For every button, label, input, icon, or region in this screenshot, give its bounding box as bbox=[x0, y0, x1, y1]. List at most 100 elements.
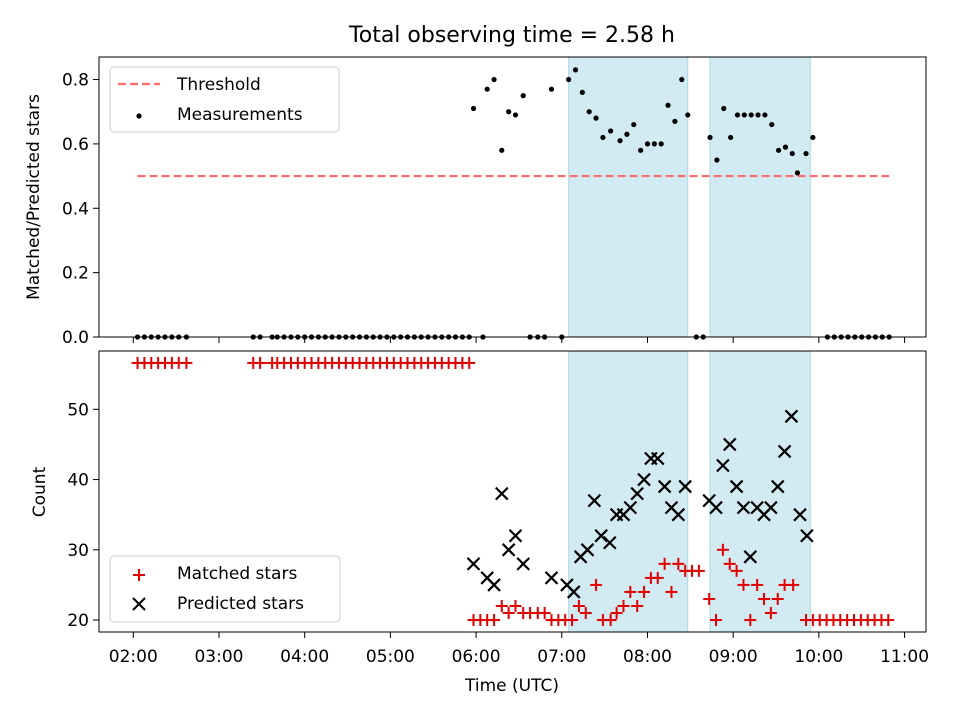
x-axis-label: Time (UTC) bbox=[464, 676, 559, 696]
matched-star-marker bbox=[710, 614, 723, 627]
top-y-axis-label: Matched/Predicted stars bbox=[24, 94, 44, 300]
bottom-y-tick-label: 50 bbox=[67, 400, 89, 420]
matched-star-marker bbox=[744, 614, 757, 627]
measurement-point bbox=[593, 115, 599, 121]
legend-threshold-label: Threshold bbox=[176, 75, 261, 95]
matched-star-marker bbox=[672, 557, 685, 570]
matched-star-marker bbox=[716, 543, 729, 556]
bottom-legend-frame bbox=[109, 555, 341, 623]
matched-star-marker bbox=[658, 557, 671, 570]
predicted-star-marker bbox=[508, 528, 523, 543]
top-shaded-span bbox=[568, 56, 689, 338]
measurement-point bbox=[548, 86, 555, 92]
matched-star-marker bbox=[764, 607, 777, 620]
matched-star-marker bbox=[737, 578, 750, 591]
measurement-point bbox=[658, 141, 664, 147]
predicted-star-marker bbox=[709, 500, 723, 515]
top-panel: 0.00.20.40.60.8 Matched/Predicted stars … bbox=[24, 56, 927, 348]
chart-title: Total observing time = 2.58 h bbox=[348, 23, 675, 48]
predicted-star-marker bbox=[770, 479, 785, 494]
matched-star-marker bbox=[566, 614, 579, 627]
top-shaded-span bbox=[709, 56, 811, 338]
measurement-point bbox=[775, 147, 782, 153]
measurement-point bbox=[741, 112, 747, 118]
matched-star-marker bbox=[254, 356, 267, 369]
measurement-point bbox=[470, 105, 477, 112]
measurement-point bbox=[679, 76, 685, 83]
predicted-star-marker bbox=[495, 486, 509, 501]
measurement-point bbox=[789, 150, 795, 157]
measurement-point bbox=[520, 93, 526, 99]
predicted-star-marker bbox=[602, 536, 617, 550]
x-tick-label: 09:00 bbox=[709, 647, 758, 667]
predicted-star-marker bbox=[630, 486, 644, 501]
predicted-star-marker bbox=[580, 543, 595, 557]
matched-stars-series bbox=[131, 356, 895, 627]
matched-star-marker bbox=[723, 557, 736, 570]
measurement-point bbox=[769, 121, 775, 128]
x-tick-label: 03:00 bbox=[194, 647, 243, 667]
matched-star-marker bbox=[579, 607, 592, 620]
legend-measurements-swatch bbox=[136, 113, 142, 119]
measurement-point bbox=[672, 118, 678, 124]
matched-star-marker bbox=[617, 600, 630, 613]
bottom-y-tick-label: 20 bbox=[67, 611, 89, 631]
predicted-star-marker bbox=[678, 479, 692, 494]
measurement-point bbox=[608, 128, 614, 134]
bottom-shaded-span bbox=[709, 350, 811, 633]
matched-star-marker bbox=[624, 585, 637, 598]
bottom-y-tick-label: 30 bbox=[67, 541, 89, 561]
measurement-point bbox=[782, 144, 789, 150]
matched-star-marker bbox=[604, 614, 617, 627]
predicted-star-marker bbox=[466, 557, 481, 571]
matched-star-marker bbox=[502, 607, 515, 620]
bottom-y-axis: 20 30 40 50 bbox=[67, 400, 99, 631]
matched-star-marker bbox=[730, 564, 743, 577]
x-tick-label: 06:00 bbox=[452, 647, 501, 667]
matched-star-marker bbox=[787, 578, 800, 591]
measurement-point bbox=[762, 112, 768, 118]
x-tick-label: 05:00 bbox=[366, 647, 415, 667]
predicted-star-marker bbox=[587, 493, 602, 508]
measurement-point bbox=[651, 141, 657, 147]
measurement-point bbox=[579, 89, 585, 96]
top-legend-frame bbox=[109, 66, 340, 133]
matched-star-marker bbox=[538, 607, 551, 620]
predicted-star-marker bbox=[566, 585, 581, 599]
predicted-star-marker bbox=[650, 451, 665, 466]
matched-star-marker bbox=[572, 600, 585, 613]
predicted-star-marker bbox=[722, 437, 737, 452]
measurement-point bbox=[644, 141, 651, 147]
predicted-star-marker bbox=[657, 479, 672, 494]
predicted-star-marker bbox=[544, 571, 559, 585]
top-y-tick-label: 0.2 bbox=[62, 264, 89, 284]
legend-predicted-label: Predicted stars bbox=[177, 594, 304, 614]
matched-star-marker bbox=[665, 585, 678, 598]
measurement-point bbox=[512, 112, 519, 118]
predicted-star-marker bbox=[716, 458, 730, 473]
bottom-legend: Matched stars Predicted stars bbox=[109, 555, 341, 623]
predicted-star-marker bbox=[777, 444, 792, 459]
predicted-star-marker bbox=[784, 409, 799, 424]
measurement-point bbox=[638, 147, 644, 153]
x-tick-label: 04:00 bbox=[280, 647, 329, 667]
top-y-tick-label: 0.8 bbox=[62, 71, 89, 91]
matched-star-marker bbox=[651, 571, 664, 584]
predicted-star-marker bbox=[736, 500, 751, 515]
predicted-star-marker bbox=[516, 557, 530, 571]
predicted-star-marker bbox=[637, 472, 651, 487]
predicted-star-marker bbox=[729, 479, 744, 494]
measurement-point bbox=[810, 134, 816, 141]
measurement-point bbox=[794, 170, 801, 176]
x-tick-label: 08:00 bbox=[623, 647, 672, 667]
legend-measurements-label: Measurements bbox=[177, 105, 303, 125]
x-tick-label: 07:00 bbox=[537, 647, 586, 667]
measurement-point bbox=[721, 105, 727, 112]
top-legend: Threshold Measurements bbox=[109, 66, 340, 133]
top-axes-frame bbox=[98, 56, 927, 338]
matched-star-marker bbox=[638, 585, 651, 598]
measurement-point bbox=[714, 157, 720, 163]
measurement-point bbox=[665, 102, 671, 108]
measurement-point bbox=[631, 121, 637, 128]
